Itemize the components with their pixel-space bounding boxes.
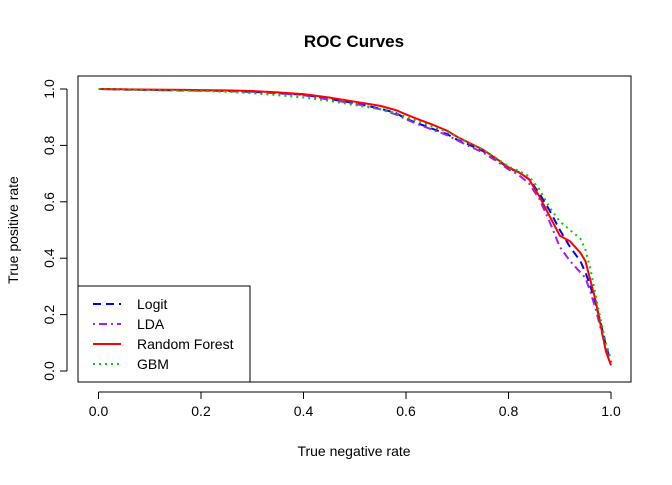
chart-title: ROC Curves (304, 32, 404, 51)
legend-label: GBM (137, 356, 169, 372)
x-axis-label: True negative rate (297, 443, 410, 459)
x-tick-label: 0.2 (191, 403, 211, 419)
y-tick-label: 0.0 (41, 361, 57, 381)
y-tick-label: 0.2 (41, 305, 57, 325)
series-line-gbm (98, 88, 612, 360)
x-tick-label: 0.8 (499, 403, 519, 419)
y-tick-label: 0.6 (41, 192, 57, 212)
plot-frame (77, 75, 632, 383)
series-lines (98, 88, 612, 366)
x-tick-label: 0.0 (89, 403, 109, 419)
axes: 0.0 0.2 0.4 0.6 0.8 1.0 0.0 0.2 0.4 0.6 0.8 1.0 (41, 75, 632, 419)
x-tick-label: 0.6 (396, 403, 416, 419)
legend: Logit LDA Random Forest GBM (77, 285, 251, 383)
y-tick-label: 0.8 (41, 135, 57, 155)
legend-label: LDA (137, 316, 165, 332)
y-axis-label: True positive rate (5, 176, 21, 284)
y-tick-label: 0.4 (41, 248, 57, 268)
x-tick-label: 0.4 (294, 403, 314, 419)
legend-label: Random Forest (137, 336, 234, 352)
legend-label: Logit (137, 296, 167, 312)
y-tick-label: 1.0 (41, 79, 57, 99)
legend-box (77, 285, 251, 383)
x-tick-label: 1.0 (601, 403, 621, 419)
series-line-random-forest (98, 88, 612, 366)
